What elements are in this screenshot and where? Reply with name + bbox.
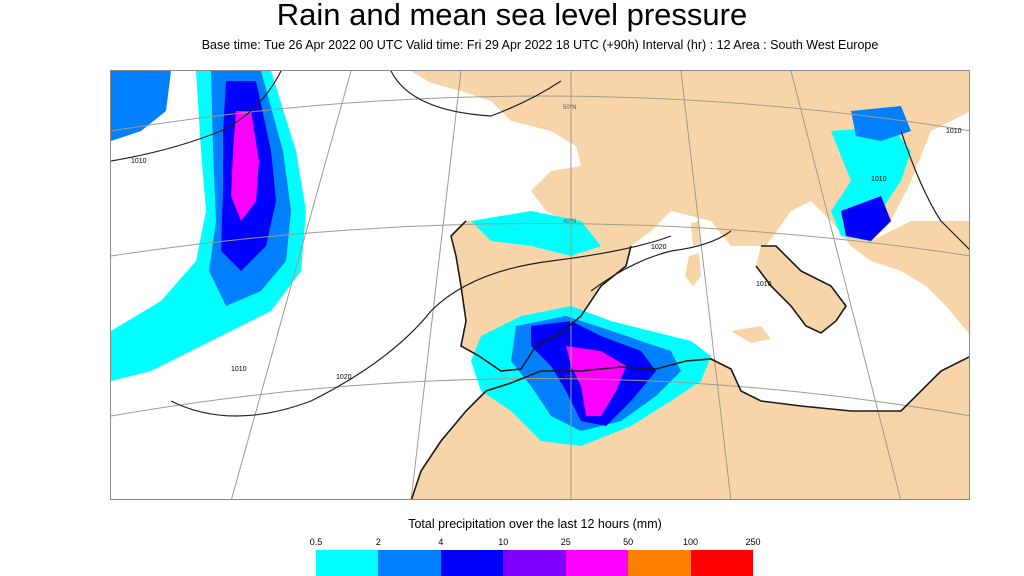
coast-africa: [410, 356, 969, 499]
legend-tick-label: 25: [560, 537, 571, 547]
legend-swatch: [316, 550, 379, 576]
coast-iberia: [450, 220, 632, 372]
precipitation-layer: [111, 71, 911, 446]
land-north-europe: [411, 71, 969, 256]
legend-swatch: [378, 550, 441, 576]
legend-swatch: [628, 550, 691, 576]
isobar-label: 1020: [651, 244, 667, 251]
precip-biscay: [471, 211, 601, 256]
map-canvas: 1010 1010 1020 1020 1010 1010 1010 50°N 40°N 30°N: [111, 71, 969, 499]
isobar-label: 1010: [756, 281, 772, 288]
land-italy: [756, 246, 846, 333]
meridian-e10: [680, 71, 732, 499]
isobar-label: 1010: [131, 158, 147, 165]
graticule-label: 30°N: [563, 375, 576, 381]
legend-tick-label: 2: [375, 537, 381, 547]
legend-tick-label: 50: [623, 537, 634, 547]
coast-italy: [755, 245, 847, 334]
precip-atlantic-core: [231, 111, 259, 221]
graticule: [111, 71, 969, 499]
legend-tick-label: 250: [745, 537, 761, 547]
isobar-atlantic: [111, 71, 282, 162]
legend-tick-label: 0.5: [309, 537, 323, 547]
parallel-50n: [111, 95, 969, 132]
legend-tick-label: 10: [498, 537, 509, 547]
precip-central-europe: [851, 106, 911, 141]
chart-subtitle: Base time: Tue 26 Apr 2022 00 UTC Valid …: [201, 38, 879, 52]
legend-swatch: [503, 550, 566, 576]
legend-tick-label: 100: [683, 537, 699, 547]
isobar-label: 1010: [946, 128, 962, 135]
land-balkans: [831, 221, 969, 334]
isobar-label: 1010: [231, 366, 247, 373]
legend-title: Total precipitation over the last 12 hou…: [408, 517, 662, 531]
isobar-iberia: [170, 235, 672, 417]
meridian-w20: [231, 71, 352, 499]
coastlines: [410, 220, 969, 499]
precip-mediterranean-core: [566, 346, 626, 416]
legend-tick-label: 4: [438, 537, 444, 547]
meridian-e20: [790, 71, 902, 499]
precip-balkans-mid: [841, 196, 891, 241]
meridian-w10: [410, 71, 462, 499]
parallel-30n: [111, 378, 969, 417]
chart-title: Rain and mean sea level pressure: [276, 0, 748, 32]
land-sardinia: [685, 253, 701, 286]
isobar-north: [390, 71, 562, 117]
legend-color-bar: [316, 550, 753, 576]
isobar-label: 1020: [336, 374, 352, 381]
legend-swatch: [440, 550, 504, 576]
legend-swatch: [690, 550, 753, 576]
parallel-40n: [111, 223, 969, 257]
weather-map: 1010 1010 1020 1020 1010 1010 1010 50°N 40°N 30°N: [110, 70, 970, 500]
legend-swatch: [565, 550, 629, 576]
isobar-east: [900, 130, 969, 250]
land-sicily: [731, 326, 771, 343]
graticule-label: 50°N: [563, 105, 576, 111]
isobars: [111, 71, 969, 417]
isobar-label: 1010: [871, 176, 887, 183]
precip-nw-corner: [111, 71, 171, 141]
graticule-label: 40°N: [563, 219, 576, 225]
legend-ticks: 0.5 2 4 10 25 50 100 250: [310, 537, 761, 549]
